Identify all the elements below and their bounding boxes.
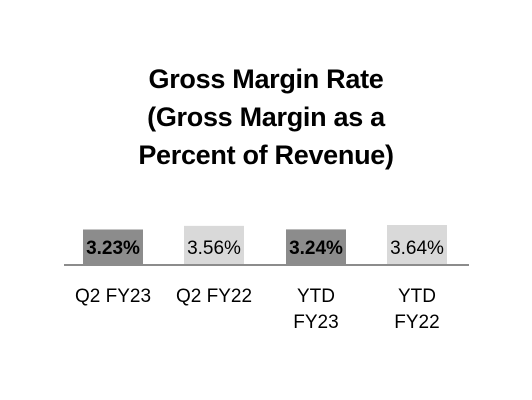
bar-2 (184, 225, 244, 265)
category-label-4: YTD FY22 (362, 284, 472, 336)
category-label-3: YTD FY23 (261, 284, 371, 336)
chart-title-line-3: Percent of Revenue) (138, 140, 394, 170)
bar-4 (387, 225, 447, 265)
category-label-1: Q2 FY23 (58, 284, 168, 310)
bars-layer: 3.23% 3.56% 3.24% 3.64% (83, 225, 447, 265)
data-label-1: 3.23% (86, 238, 140, 259)
chart-title-line-2: (Gross Margin as a (147, 102, 385, 132)
category-label-2-line-1: Q2 FY22 (175, 286, 253, 307)
chart-title: Gross Margin Rate (Gross Margin as a Per… (0, 60, 532, 174)
category-label-3-line-1: YTD (297, 286, 335, 307)
category-label-1-line-1: Q2 FY23 (74, 286, 152, 307)
bar-1 (83, 229, 143, 265)
category-label-4-line-1: YTD (398, 286, 436, 307)
category-label-3-line-2: FY23 (293, 312, 339, 333)
data-label-4: 3.64% (390, 238, 444, 259)
bar-3 (286, 229, 346, 265)
data-label-3: 3.24% (289, 238, 343, 259)
category-label-2: Q2 FY22 (159, 284, 269, 310)
chart-title-line-1: Gross Margin Rate (148, 64, 384, 94)
category-label-4-line-2: FY22 (394, 312, 440, 333)
data-label-2: 3.56% (187, 238, 241, 259)
